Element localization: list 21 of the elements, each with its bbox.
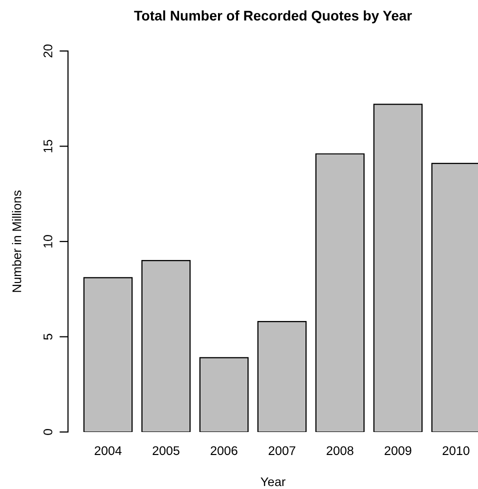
chart-title: Total Number of Recorded Quotes by Year [134,10,412,24]
y-tick-label: 20 [43,44,52,58]
y-axis-title: Number in Millions [12,190,22,292]
x-axis-title: Year [260,477,286,486]
x-tick-label: 2008 [326,446,354,456]
x-tick-label: 2010 [442,446,470,456]
y-tick-label: 0 [43,429,52,435]
x-tick-label: 2009 [384,446,412,456]
y-tick-label: 15 [44,140,52,152]
bar [199,357,249,432]
bar [141,260,191,432]
bar [83,277,133,432]
y-tick-label: 10 [43,235,52,248]
x-tick-label: 2005 [152,446,180,456]
bar [373,104,423,432]
x-tick-label: 2006 [210,446,238,456]
bar [257,320,307,432]
bar [315,153,365,432]
y-tick-label: 5 [44,334,52,340]
x-tick-label: 2007 [268,446,296,456]
x-tick-label: 2004 [94,446,122,456]
